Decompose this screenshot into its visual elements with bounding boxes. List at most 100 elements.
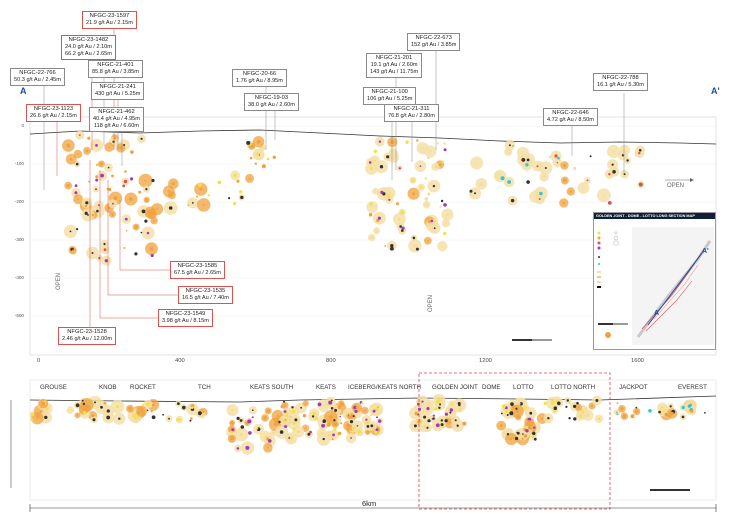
assay-dot bbox=[414, 411, 418, 416]
callout-intercept: 152 g/t Au / 3.85m bbox=[411, 42, 457, 48]
assay-dot bbox=[348, 416, 352, 419]
assay-dot bbox=[171, 194, 173, 196]
assay-dot bbox=[189, 419, 192, 422]
callout-hole: NFGC-21-401 bbox=[97, 62, 134, 68]
assay-dot bbox=[547, 417, 550, 420]
assay-dot bbox=[412, 236, 416, 240]
assay-dot bbox=[386, 194, 391, 198]
callout-nfgc-20-66: NFGC-20-66 1.76 g/t Au / 8.95m bbox=[232, 69, 287, 87]
callout-nfgc-21-401: NFGC-21-401 85.8 g/t Au / 3.85m bbox=[88, 60, 143, 78]
assay-dot bbox=[638, 182, 643, 187]
callout-hole: NFGC-22-673 bbox=[415, 35, 452, 41]
assay-dot bbox=[256, 139, 261, 144]
callout-intercept: 118 g/t Au / 6.60m bbox=[93, 123, 139, 129]
assay-dot bbox=[516, 431, 519, 434]
assay-dot bbox=[670, 411, 674, 416]
assay-dot bbox=[521, 151, 525, 155]
svg-text:A: A bbox=[654, 310, 659, 317]
assay-dot bbox=[146, 409, 149, 412]
assay-dot bbox=[100, 173, 104, 178]
assay-dot bbox=[576, 401, 579, 405]
assay-dot bbox=[423, 415, 427, 419]
assay-dot bbox=[499, 424, 503, 428]
callout-intercept: 38.0 g/t Au / 2.60m bbox=[248, 102, 295, 108]
assay-dot bbox=[443, 148, 447, 152]
assay-dot bbox=[504, 410, 508, 413]
assay-dot bbox=[99, 162, 104, 166]
assay-dot bbox=[41, 401, 46, 406]
assay-dot bbox=[449, 421, 452, 424]
assay-dot bbox=[399, 225, 402, 228]
assay-dot bbox=[401, 229, 404, 232]
assay-dot bbox=[134, 252, 138, 256]
callout-hole: NFGC-23-1549 bbox=[165, 311, 206, 317]
assay-dot bbox=[326, 403, 329, 406]
deposit-iceberg-keats-north: ICEBERG/KEATS NORTH bbox=[348, 384, 422, 391]
assay-dot bbox=[240, 425, 245, 429]
assay-dot bbox=[369, 235, 374, 240]
assay-dot bbox=[523, 434, 528, 438]
assay-dot bbox=[302, 414, 307, 418]
assay-dot bbox=[553, 406, 558, 411]
assay-dot bbox=[112, 202, 114, 205]
callout-intercept: 4.72 g/t Au / 8.50m bbox=[547, 117, 594, 123]
assay-dot bbox=[138, 190, 142, 194]
depth-tick-100: -100 bbox=[14, 161, 24, 166]
assay-dot bbox=[119, 146, 123, 150]
assay-dot bbox=[122, 184, 126, 188]
assay-dot bbox=[469, 193, 473, 197]
callout-nfgc-23-1123: NFGC-23-1123 26.6 g/t Au / 2.15m bbox=[26, 104, 81, 122]
assay-dot bbox=[171, 182, 175, 186]
assay-dot bbox=[156, 208, 159, 211]
assay-dot bbox=[579, 414, 582, 418]
assay-dot bbox=[106, 415, 111, 420]
assay-dot bbox=[111, 174, 114, 178]
deposit-knob: KNOB bbox=[99, 384, 117, 391]
assay-dot bbox=[272, 432, 275, 434]
assay-dot bbox=[339, 415, 342, 418]
assay-dot bbox=[267, 446, 269, 449]
callout-hole: NFGC-19-03 bbox=[254, 95, 289, 101]
callout-nfgc-21-311: NFGC-21-311 76.8 g/t Au / 2.80m bbox=[384, 104, 439, 122]
depth-tick-200: -200 bbox=[14, 199, 24, 204]
assay-dot bbox=[506, 414, 509, 416]
assay-dot bbox=[416, 418, 419, 422]
assay-dot bbox=[82, 402, 86, 406]
assay-dot bbox=[438, 163, 442, 167]
assay-dot bbox=[557, 156, 560, 160]
assay-dot bbox=[91, 414, 95, 417]
assay-dot bbox=[432, 417, 435, 420]
deposit-grouse: GROUSE bbox=[40, 384, 67, 391]
assay-dot bbox=[236, 179, 240, 183]
assay-dot bbox=[616, 402, 619, 404]
assay-dot bbox=[311, 415, 315, 418]
assay-dot bbox=[233, 173, 237, 178]
assay-dot bbox=[45, 406, 49, 410]
assay-dot bbox=[354, 409, 358, 414]
assay-dot bbox=[130, 150, 134, 154]
assay-dot bbox=[363, 409, 366, 412]
assay-dot bbox=[30, 418, 34, 422]
assay-dot bbox=[74, 184, 78, 188]
assay-dot bbox=[635, 406, 638, 409]
assay-dot bbox=[433, 220, 436, 223]
assay-dot bbox=[534, 195, 537, 198]
assay-dot bbox=[279, 430, 284, 434]
assay-dot bbox=[440, 419, 443, 422]
assay-dot bbox=[681, 415, 685, 419]
assay-dot bbox=[509, 411, 514, 416]
assay-dot bbox=[136, 411, 140, 415]
assay-dot bbox=[199, 187, 203, 191]
assay-dot bbox=[229, 436, 234, 441]
callout-nfgc-21-201: NFGC-21-201 19.1 g/t Au / 2.60m 143 g/t … bbox=[366, 53, 423, 78]
assay-dot bbox=[328, 400, 333, 405]
assay-dot bbox=[151, 178, 155, 183]
callout-nfgc-23-1549: NFGC-23-1549 3.98 g/t Au / 8.15m bbox=[158, 309, 213, 327]
callout-intercept: 16.1 g/t Au / 5.30m bbox=[597, 82, 644, 88]
assay-dot bbox=[391, 155, 396, 159]
assay-dot bbox=[439, 205, 442, 208]
assay-dot bbox=[162, 413, 165, 416]
assay-dot bbox=[462, 421, 467, 426]
assay-dot bbox=[413, 424, 417, 428]
assay-dot bbox=[523, 406, 528, 410]
